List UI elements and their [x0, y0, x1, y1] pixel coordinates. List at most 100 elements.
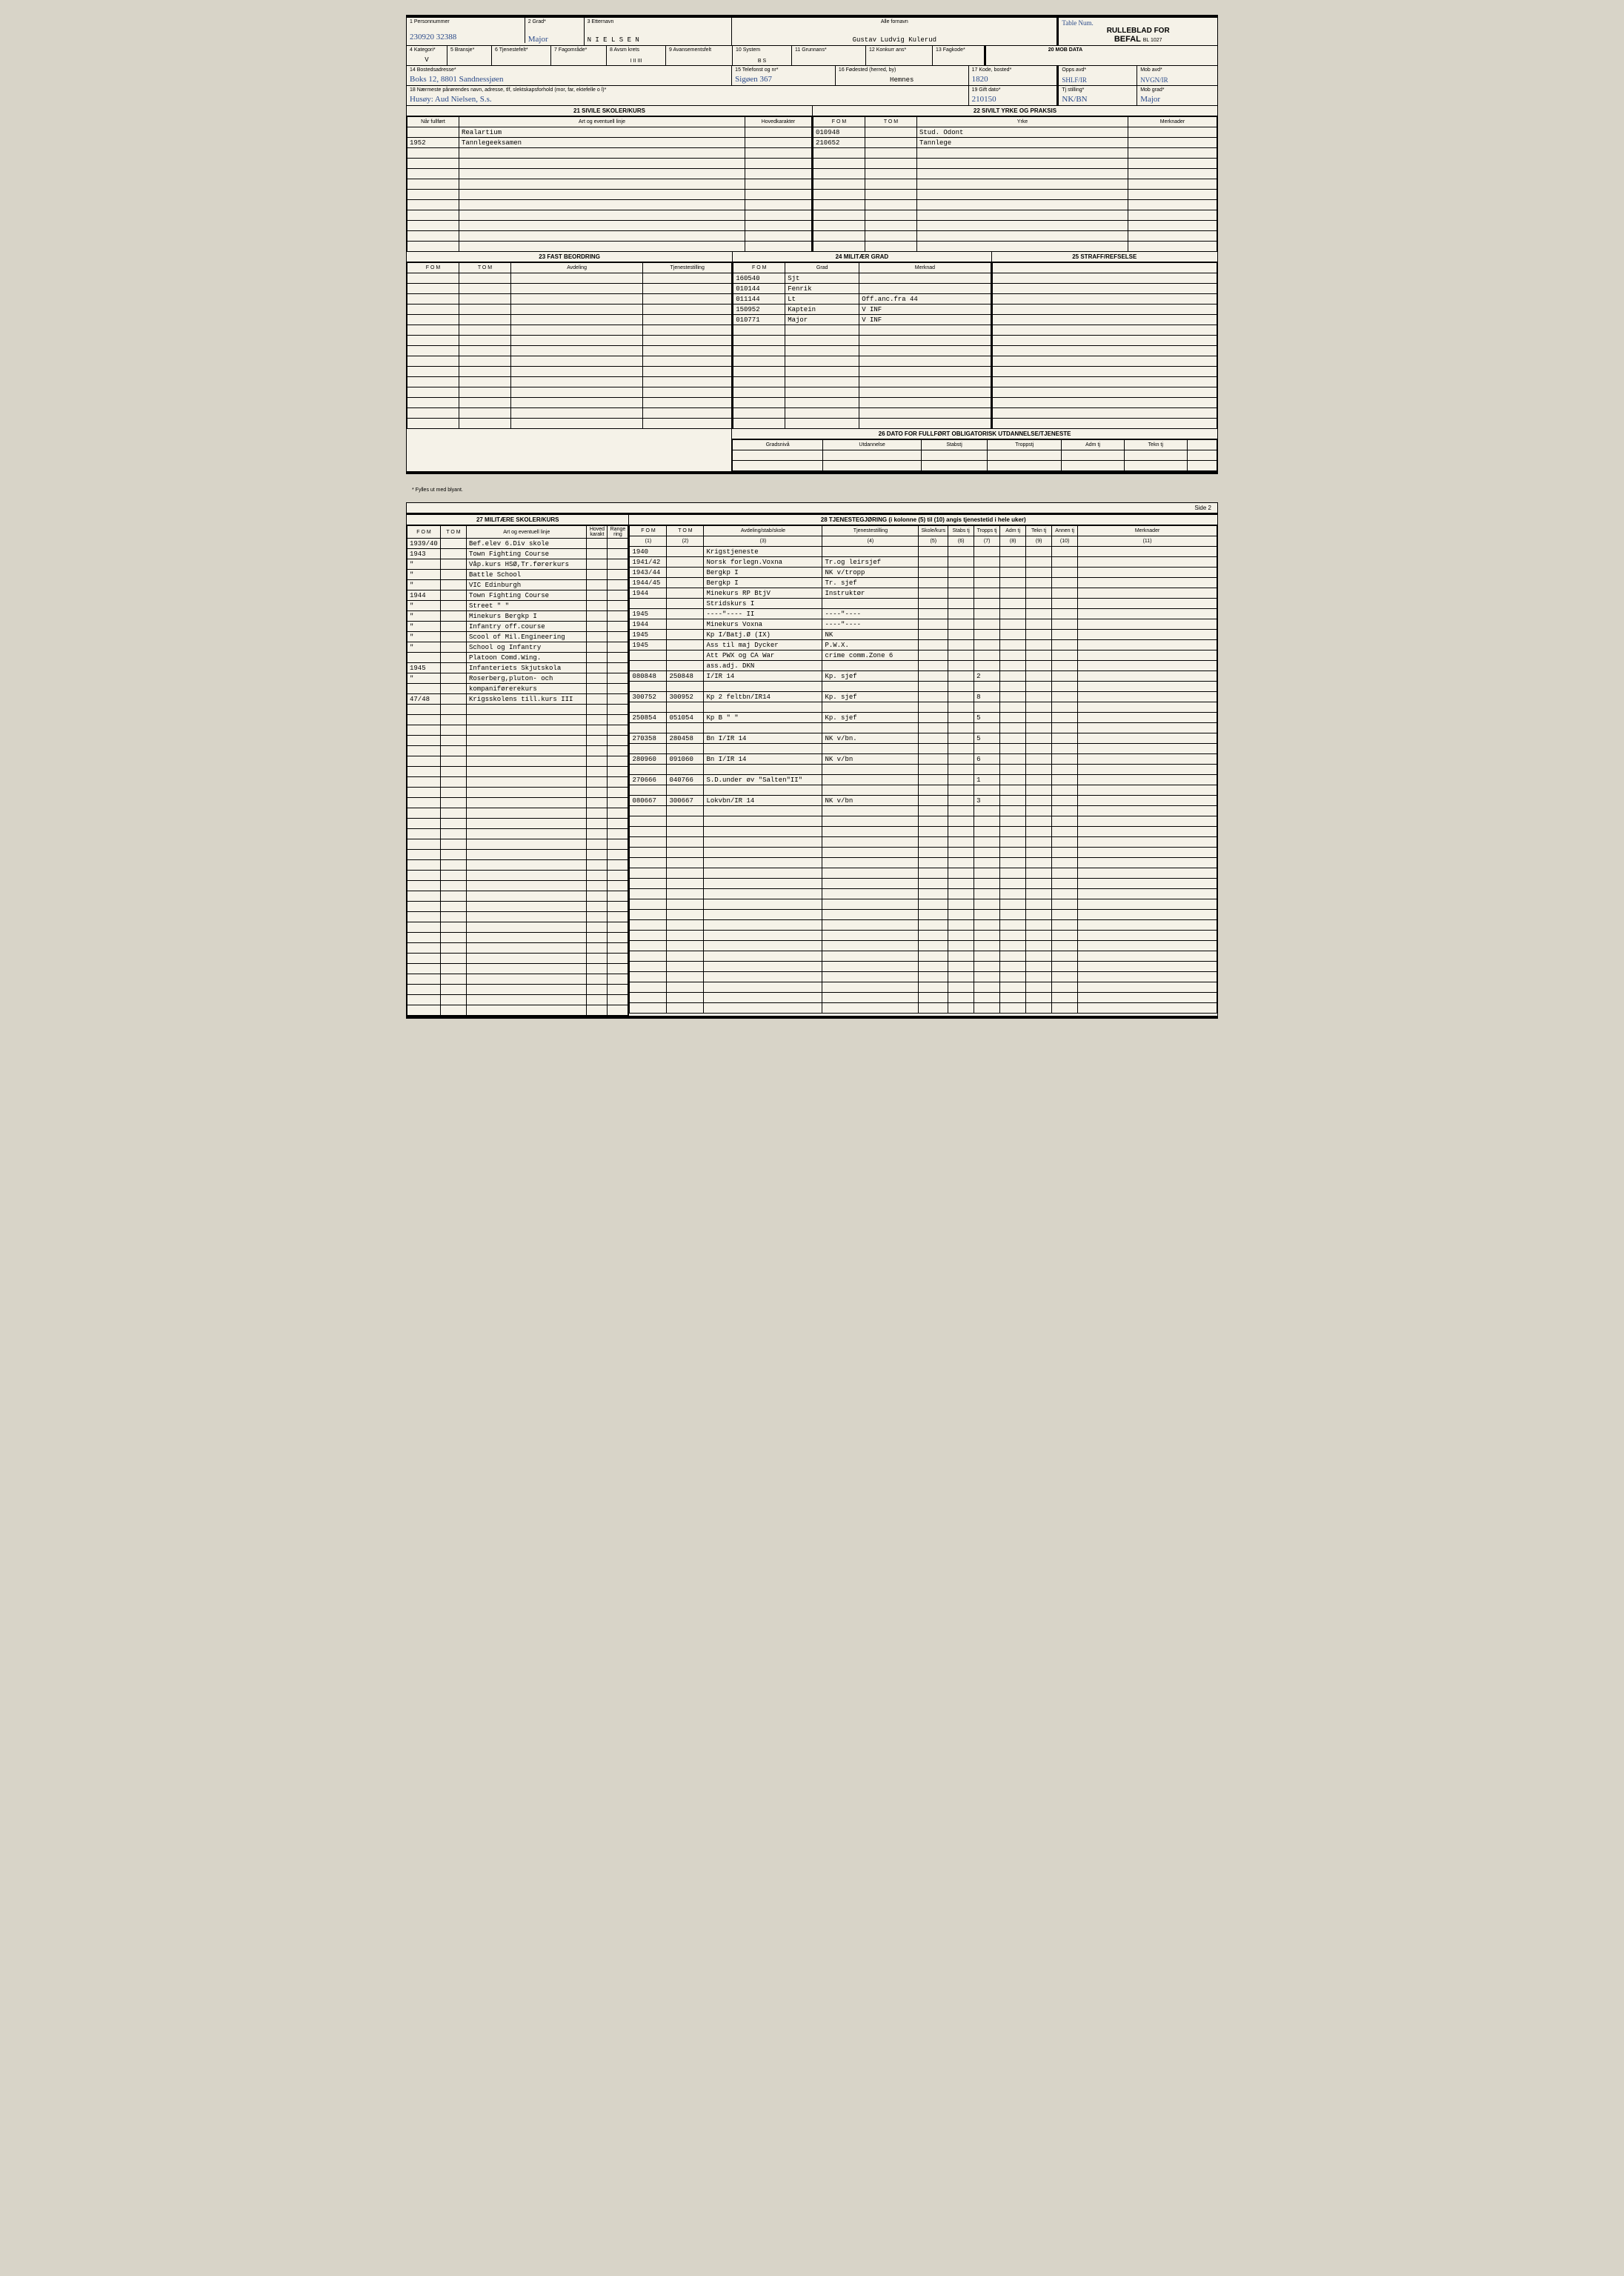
label-etternavn: 3 Etternavn [588, 19, 729, 24]
table-row: 1945----"---- II----"---- [630, 609, 1217, 619]
table-row [407, 169, 812, 179]
table-row [992, 346, 1217, 356]
table-row [813, 200, 1217, 210]
header-row-2: 4 Kategori* V 5 Bransje* 6 Tjenestefelt*… [407, 46, 1217, 66]
value-grad: Major [528, 35, 581, 44]
table-row [407, 985, 628, 995]
table-row [407, 736, 628, 746]
table-row [407, 408, 732, 419]
table-row [407, 964, 628, 974]
table-row [407, 788, 628, 798]
table-row: 210652Tannlege [813, 138, 1217, 148]
table-24: F O M Grad Merknad 160540Sjt010144Fenrik… [733, 262, 991, 429]
table-row [630, 723, 1217, 733]
table-21: Når fullført Art og eventuell linje Hove… [407, 116, 812, 252]
table-row [407, 705, 628, 715]
table-row: 47/48Krigsskolens till.kurs III [407, 694, 628, 705]
table-row [630, 765, 1217, 775]
table-row [733, 346, 991, 356]
table-row [733, 367, 991, 377]
table-row [992, 398, 1217, 408]
table-row [630, 682, 1217, 692]
table-row [733, 377, 991, 387]
table-row: "Våp.kurs HSØ,Tr.førerkurs [407, 559, 628, 570]
table-row [630, 837, 1217, 848]
table-row [630, 879, 1217, 889]
table-row: "Roserberg,pluton- och [407, 673, 628, 684]
table-row [630, 744, 1217, 754]
table-row [630, 785, 1217, 796]
table-row [407, 839, 628, 850]
table-row [407, 159, 812, 169]
table-row [733, 398, 991, 408]
table-row [992, 305, 1217, 315]
label-fornavn: Alle fornavn [735, 19, 1054, 24]
table-row [813, 210, 1217, 221]
table-row [407, 284, 732, 294]
table-row: 1945Ass til maj DyckerP.W.X. [630, 640, 1217, 650]
table-row: 270358280458Bn I/IR 14NK v/bn.5 [630, 733, 1217, 744]
table-row [407, 995, 628, 1005]
table-row: "VIC Edinburgh [407, 580, 628, 590]
table-row [407, 943, 628, 954]
section-26: 26 DATO FOR FULLFØRT OBLIGATORISK UTDANN… [407, 429, 1217, 471]
value-personnummer: 230920 32388 [410, 33, 522, 41]
table-row: 1943/44Bergkp INK v/tropp [630, 568, 1217, 578]
table-row [992, 387, 1217, 398]
table-row [407, 954, 628, 964]
table-row [407, 777, 628, 788]
table-row: 010948Stud. Odont [813, 127, 1217, 138]
table-row [630, 702, 1217, 713]
header-row-3: 14 Bostedsadresse* Boks 12, 8801 Sandnes… [407, 66, 1217, 86]
table-row [407, 315, 732, 325]
table-row: 300752300952Kp 2 feltbn/IR14Kp. sjef8 [630, 692, 1217, 702]
table-row [407, 881, 628, 891]
table-row [992, 284, 1217, 294]
table-row [992, 336, 1217, 346]
value-etternavn: N I E L S E N [588, 36, 729, 44]
table-row [407, 922, 628, 933]
value-fornavn: Gustav Ludvig Kulerud [735, 36, 1054, 44]
table-row [407, 746, 628, 756]
table-row [407, 974, 628, 985]
page-1: 1 Personnummer 230920 32388 2 Grad* Majo… [406, 15, 1218, 474]
table-row: 010144Fenrik [733, 284, 991, 294]
table-row: kompaniførerekurs [407, 684, 628, 694]
table-row [407, 891, 628, 902]
table-row [630, 920, 1217, 931]
table-row [630, 889, 1217, 899]
table-row: 280960091060Bn I/IR 14NK v/bn6 [630, 754, 1217, 765]
table-row [992, 408, 1217, 419]
table-row [407, 367, 732, 377]
table-row [407, 336, 732, 346]
table-row [407, 1005, 628, 1016]
table-row: "Battle School [407, 570, 628, 580]
table-row: 1941/42Norsk forlegn.VoxnaTr.og leirsjef [630, 557, 1217, 568]
table-row [813, 179, 1217, 190]
table-row [630, 951, 1217, 962]
table-row [407, 808, 628, 819]
table-row: 1944Minekurs Voxna----"---- [630, 619, 1217, 630]
table-row [630, 899, 1217, 910]
table-row [630, 931, 1217, 941]
table-row [813, 148, 1217, 159]
table-row [407, 221, 812, 231]
table-row [630, 827, 1217, 837]
table-row [733, 336, 991, 346]
table-row [992, 419, 1217, 429]
table-row [630, 910, 1217, 920]
table-row [407, 767, 628, 777]
table-row: 1952Tannlegeeksamen [407, 138, 812, 148]
table-row [407, 387, 732, 398]
table-row: ass.adj. DKN [630, 661, 1217, 671]
table-row [407, 756, 628, 767]
table-row [407, 902, 628, 912]
table-row [407, 231, 812, 242]
table-row: 080848250848I/IR 14Kp. sjef2 [630, 671, 1217, 682]
table-23: F O M T O M Avdeling Tjenestestilling [407, 262, 732, 429]
table-26: Gradsnivå Utdannelse Stabstj Troppstj Ad… [732, 439, 1217, 471]
table-row [407, 179, 812, 190]
table-row [407, 860, 628, 871]
table-row [992, 325, 1217, 336]
table-row: 150952KapteinV INF [733, 305, 991, 315]
